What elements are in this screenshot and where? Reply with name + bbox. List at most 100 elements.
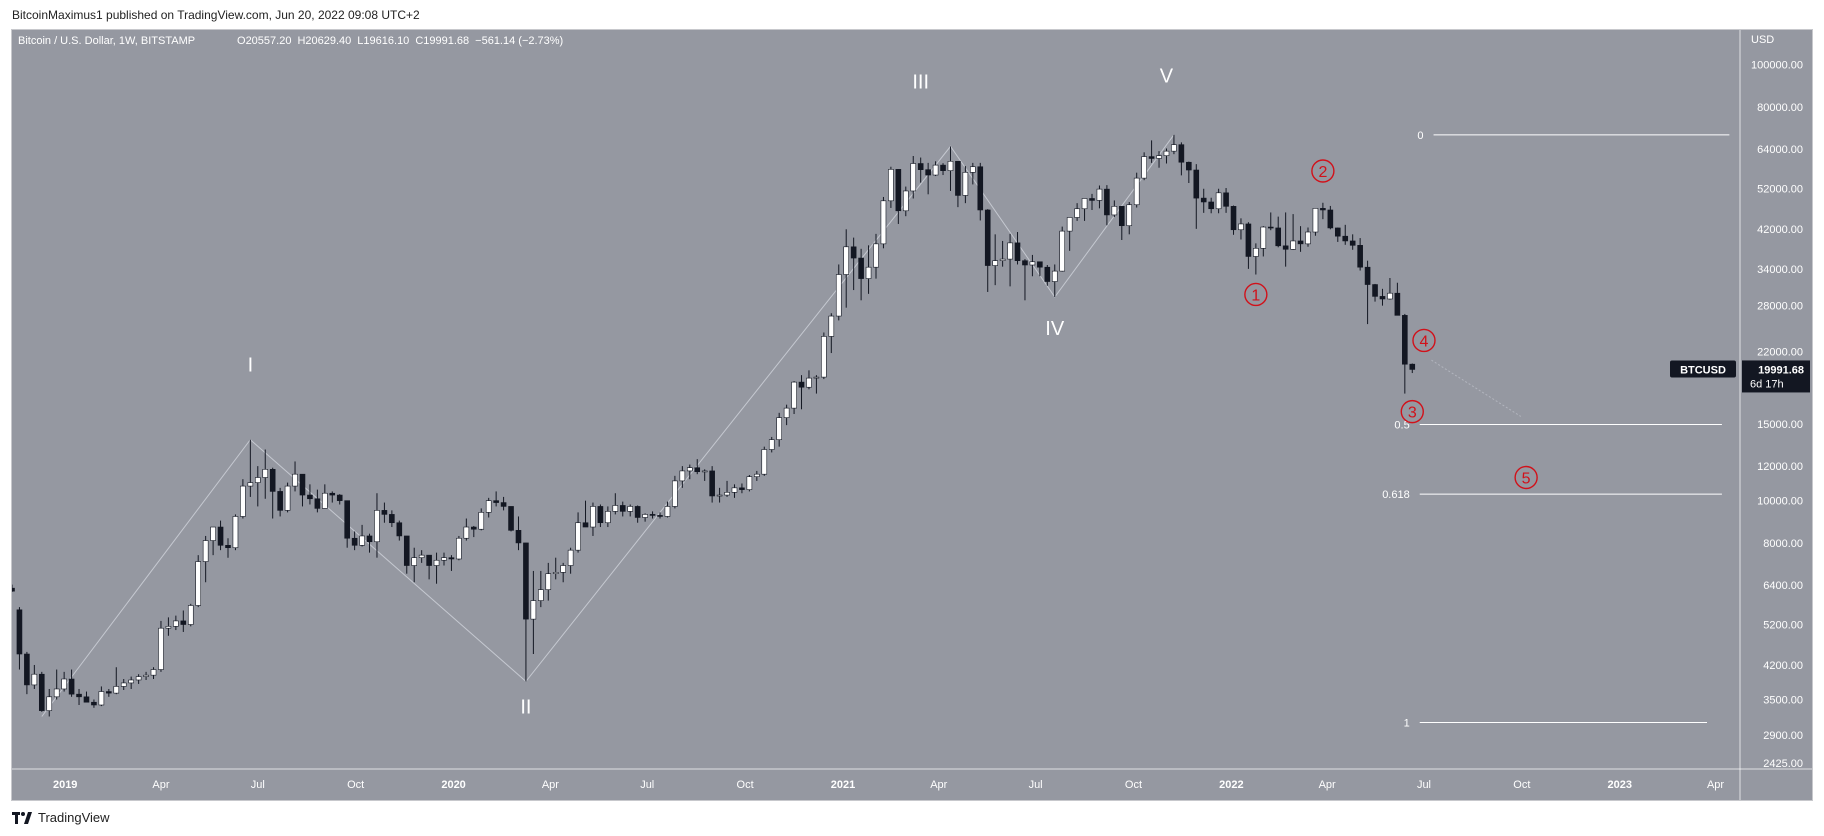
candle-body: [1118, 206, 1125, 227]
time-tick-label: Jul: [1029, 779, 1043, 791]
time-tick-label: Apr: [1707, 779, 1724, 791]
brand[interactable]: TradingView: [12, 810, 110, 825]
candle-body: [456, 537, 462, 560]
candle: [1297, 226, 1304, 252]
candle: [478, 508, 485, 531]
candle-body: [180, 620, 187, 625]
candle-body: [1051, 270, 1058, 282]
publisher-line: BitcoinMaximus1 published on TradingView…: [12, 8, 420, 22]
candle: [739, 483, 745, 494]
candle-body: [858, 257, 864, 279]
candle-body: [143, 674, 149, 677]
candle: [858, 248, 864, 301]
candle-body: [1409, 363, 1416, 370]
candle-body: [187, 605, 194, 625]
candle: [888, 166, 894, 208]
candle-body: [389, 514, 395, 524]
candle-body: [895, 169, 902, 212]
candle-body: [1156, 155, 1162, 159]
candle: [955, 160, 961, 208]
price-axis[interactable]: 100000.00 80000.00 64000.00 52000.00 42000.0…: [1751, 60, 1803, 770]
chart-frame[interactable]: Bitcoin / U.S. Dollar, 1W, BITSTAMP O205…: [11, 29, 1813, 801]
candle: [247, 439, 254, 497]
price-tick-label: 52000.00: [1757, 183, 1803, 195]
candle: [135, 674, 142, 684]
ohlc-key: H: [297, 35, 305, 47]
candle: [1163, 148, 1170, 164]
candle-body: [1007, 242, 1013, 260]
candle: [664, 501, 671, 518]
candle-body: [947, 160, 954, 171]
candle: [1260, 226, 1267, 257]
candle: [672, 475, 678, 509]
candle-body: [113, 686, 120, 694]
candle: [701, 469, 708, 481]
candle-body: [53, 688, 60, 698]
candle: [597, 504, 604, 528]
candle: [634, 505, 641, 523]
time-axis[interactable]: 2019 Apr Jul Oct 2020 Apr Jul Oct 2021 Apr Jul Oct 2…: [53, 779, 1724, 791]
candle: [649, 511, 656, 519]
sub-wave-circle: [1244, 282, 1268, 307]
candle: [83, 691, 90, 703]
sub-wave-labels: 1 2 3 4 5: [1244, 159, 1538, 490]
candle-body: [240, 485, 246, 517]
candle-body: [158, 627, 164, 670]
candle: [709, 466, 715, 503]
candle: [195, 555, 202, 608]
candle-body: [649, 514, 656, 516]
candle: [1118, 206, 1125, 240]
candle-body: [1186, 161, 1192, 171]
candle: [1066, 217, 1073, 251]
candle-body: [292, 473, 298, 487]
candle: [895, 169, 902, 224]
candle: [1223, 188, 1229, 213]
candle-body: [426, 554, 432, 566]
candle: [1081, 198, 1088, 221]
candle-body: [828, 315, 835, 337]
fib-label: 0.5: [1394, 419, 1409, 431]
candle-body: [888, 169, 894, 202]
candle: [902, 186, 909, 217]
candle: [1245, 222, 1252, 269]
candle: [12, 584, 15, 592]
candle-body: [955, 160, 961, 196]
price-tick-label: 4200.00: [1763, 660, 1803, 672]
sub-wave-circle: [1412, 328, 1436, 353]
candle-body: [485, 500, 492, 513]
candle-body: [612, 505, 619, 512]
candle: [940, 163, 946, 176]
candle-body: [560, 565, 566, 573]
candle-body: [672, 480, 678, 507]
candle-body: [1320, 208, 1326, 211]
sub-wave-circle: [1400, 399, 1424, 424]
candle: [1126, 201, 1133, 235]
candle: [761, 446, 768, 476]
candle: [724, 480, 730, 497]
candle-body: [590, 506, 596, 528]
candle-body: [165, 626, 172, 629]
candle: [1096, 185, 1103, 209]
candle-body: [210, 526, 216, 541]
candle-body: [1089, 198, 1095, 201]
ohlc-key: L: [357, 35, 363, 47]
wave-label: I: [248, 354, 254, 376]
candle-body: [1372, 284, 1378, 297]
candle-body: [262, 469, 269, 478]
price-chart[interactable]: Bitcoin / U.S. Dollar, 1W, BITSTAMP O205…: [12, 30, 1812, 800]
candle: [38, 671, 45, 712]
candle: [1290, 214, 1296, 250]
candle-body: [597, 506, 604, 524]
candle-body: [1312, 208, 1319, 233]
candle-body: [470, 526, 477, 530]
candle-body: [1081, 198, 1088, 210]
candle-body: [731, 487, 738, 493]
candle-body: [970, 166, 976, 173]
candles: [12, 134, 1522, 717]
candle: [843, 229, 850, 308]
candle: [605, 506, 611, 528]
candle-body: [1305, 231, 1311, 245]
candle-body: [1394, 292, 1401, 316]
candle: [91, 699, 97, 708]
candle-body: [76, 693, 82, 698]
